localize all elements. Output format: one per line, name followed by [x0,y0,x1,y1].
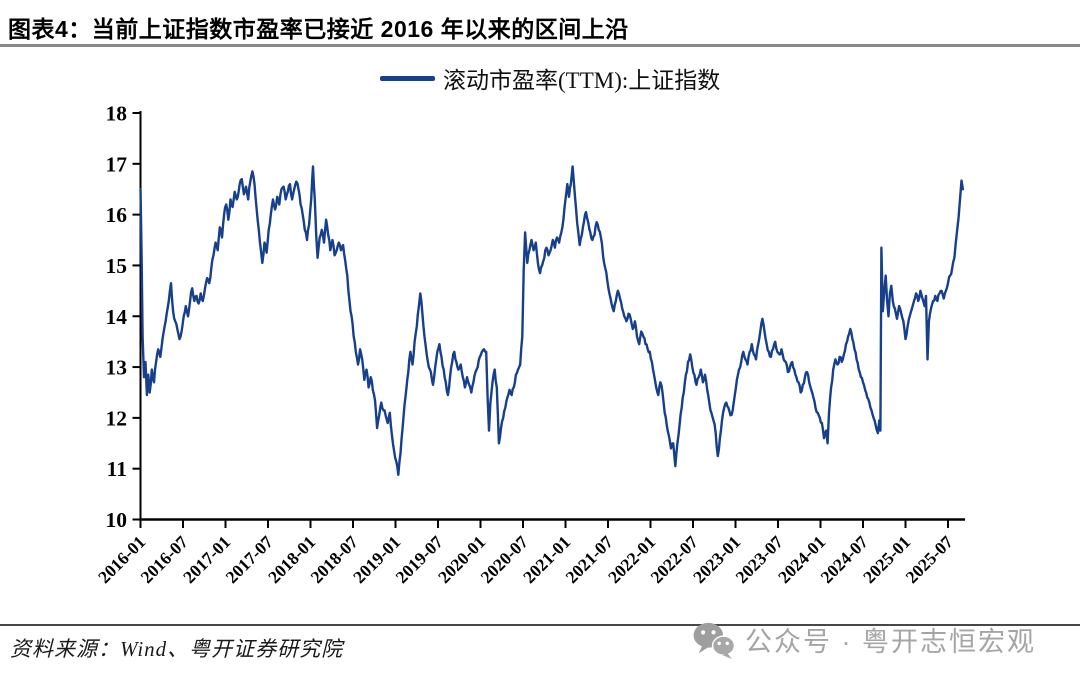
series-line-sse-pe-ttm [139,165,965,476]
pe-ttm-line-chart: 10 11 12 13 14 15 16 17 18 2016-012016-072017-012… [94,102,965,588]
y-tick-label: 17 [106,152,128,176]
y-tick-label: 16 [106,203,128,227]
footer-divider [0,624,1080,626]
figure-title: 图表4：当前上证指数市盈率已接近 2016 年以来的区间上沿 [8,16,629,42]
y-tick-label: 13 [106,356,128,380]
chart-legend: 滚动市盈率(TTM):上证指数 [380,62,720,94]
x-axis: 2016-012016-072017-012017-072018-012018-… [94,518,965,588]
legend-line-swatch [380,75,435,81]
y-tick-label: 12 [106,406,128,430]
y-tick-label: 10 [106,508,128,532]
y-axis: 10 11 12 13 14 15 16 17 18 [106,102,142,532]
y-tick-label: 15 [106,254,128,278]
watermark-label: 公众号 · 粤开志恒宏观 [745,627,1036,657]
title-divider [0,44,1080,47]
legend-label: 滚动市盈率(TTM):上证指数 [443,68,721,93]
y-tick-label: 11 [107,457,127,481]
wechat-watermark: 公众号 · 粤开志恒宏观 [692,620,1036,659]
y-tick-label: 14 [106,305,128,329]
wechat-icon [693,622,736,659]
source-note: 资料来源：Wind、粤开证券研究院 [10,637,344,661]
y-tick-label: 18 [106,102,128,126]
x-tick-label: 2025-07 [901,532,957,588]
